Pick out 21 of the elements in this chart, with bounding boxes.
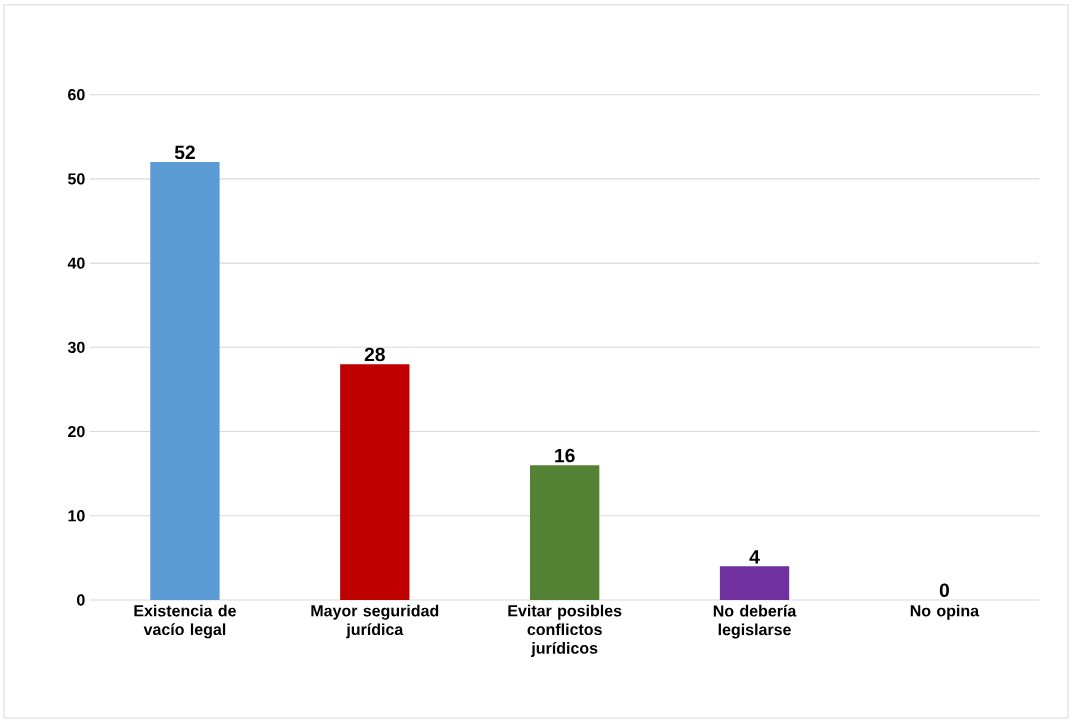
y-tick-label: 30: [67, 341, 85, 354]
y-tick-label: 50: [68, 173, 85, 185]
data-label: 16: [555, 448, 575, 463]
bar: [150, 162, 220, 600]
x-tick-label: Evitar posibles conflictos jurídicos: [508, 604, 622, 657]
bar: [719, 566, 790, 600]
y-tick-label: 60: [68, 89, 85, 101]
y-tick-label: 20: [68, 425, 85, 438]
x-tick-label: Existencia de vacío legal: [134, 604, 236, 639]
y-tick-label: 40: [67, 257, 85, 269]
x-tick-label: No debería legislarse: [713, 604, 797, 639]
x-tick-label: Mayor seguridad jurídica: [311, 604, 439, 639]
data-label: 52: [174, 145, 195, 160]
data-label: 0: [939, 583, 949, 598]
x-tick-label: No opina: [910, 604, 980, 620]
bar: [340, 364, 410, 600]
bar: [530, 465, 600, 600]
data-label: 28: [364, 347, 385, 362]
y-tick-label: 0: [77, 594, 85, 606]
y-tick-label: 10: [68, 510, 85, 522]
data-label: 4: [749, 550, 760, 564]
